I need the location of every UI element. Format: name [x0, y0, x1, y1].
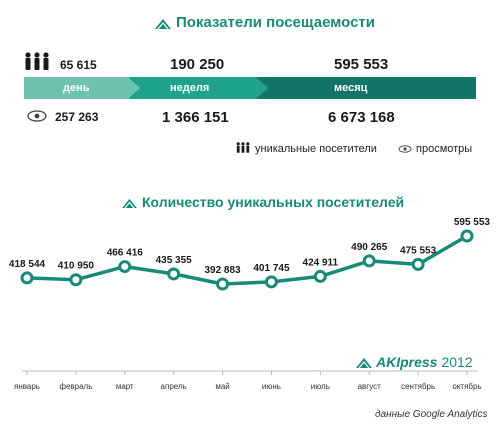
data-label: 466 416 [107, 248, 144, 259]
mountain-logo-icon [122, 198, 137, 208]
legend-views-label: просмотры [416, 143, 473, 155]
eye-icon [27, 110, 47, 122]
series-line [26, 234, 468, 286]
x-tick-label: июль [311, 382, 330, 391]
x-tick-label: июнь [262, 382, 281, 391]
views-month-value: 6 673 168 [328, 109, 395, 126]
x-tick-label: август [358, 382, 382, 391]
data-point [118, 260, 132, 274]
data-label: 401 745 [253, 263, 290, 274]
data-label: 475 553 [400, 245, 437, 256]
views-week-value: 1 366 151 [162, 109, 229, 126]
period-month-label: месяц [334, 82, 368, 94]
source-note: данные Google Analytics [375, 409, 488, 420]
unique-week-value: 190 250 [170, 56, 225, 73]
header: Показатели посещаемости [155, 14, 375, 31]
data-point [411, 257, 425, 271]
views-day-value: 257 263 [55, 110, 99, 124]
mountain-logo-icon [155, 18, 171, 29]
chart-header: Количество уникальных посетителей [122, 194, 404, 210]
period-day-label: день [63, 82, 90, 94]
data-point [313, 269, 327, 283]
x-tick-label: сентябрь [401, 382, 435, 391]
data-point [69, 273, 83, 287]
x-tick-label: март [116, 382, 134, 391]
data-point [460, 229, 474, 243]
x-tick-label: май [215, 382, 229, 391]
x-tick-label: октябрь [452, 382, 481, 391]
data-point [264, 275, 278, 289]
data-point [20, 271, 34, 285]
data-label: 595 553 [454, 217, 491, 228]
x-tick-label: февраль [59, 382, 92, 391]
x-tick-label: апрель [161, 382, 187, 391]
period-band [24, 77, 476, 99]
data-label: 418 544 [9, 259, 46, 270]
chart-title: Количество уникальных посетителей [142, 194, 405, 210]
data-label: 410 950 [58, 261, 95, 272]
data-label: 392 883 [204, 265, 241, 276]
brand: AKIpress 2012 [356, 354, 473, 370]
brand-name: AKIpress [376, 354, 438, 370]
data-point [167, 267, 181, 281]
brand-year: 2012 [441, 354, 473, 370]
legend-people-icon [236, 142, 250, 153]
legend-unique-label: уникальные посетители [255, 143, 377, 155]
legend-eye-icon [398, 145, 412, 153]
people-icon [25, 52, 49, 70]
brand-logo-icon [356, 358, 372, 368]
unique-month-value: 595 553 [334, 56, 389, 73]
period-week-label: неделя [170, 82, 210, 94]
x-tick-label: январь [14, 382, 40, 391]
data-point [362, 254, 376, 268]
band-day [24, 77, 140, 99]
data-label: 424 911 [303, 257, 339, 268]
page-title: Показатели посещаемости [176, 14, 375, 31]
data-label: 490 265 [351, 242, 388, 253]
data-point [216, 277, 230, 291]
unique-day-value: 65 615 [60, 58, 97, 72]
data-label: 435 355 [156, 255, 193, 266]
